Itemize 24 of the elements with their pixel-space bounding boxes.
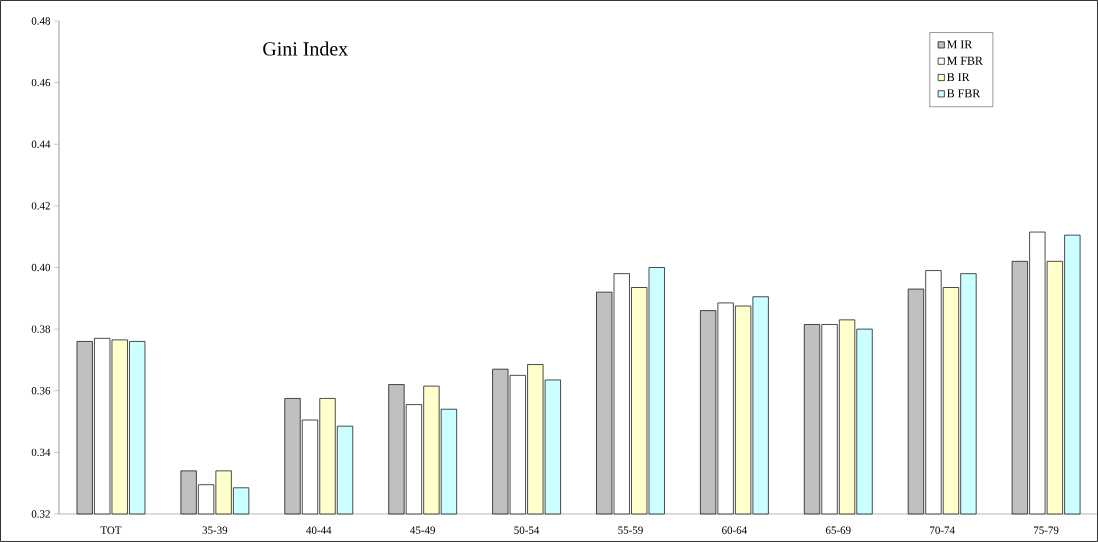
y-tick-label: 0.34 [31,448,51,457]
x-tick-label: 40-44 [306,526,332,534]
legend-label: M FBR [947,56,983,65]
x-tick-label: 45-49 [410,526,436,534]
y-tick-label: 0.42 [31,202,50,210]
text: Gini Index [263,41,348,56]
y-tick-label: 0.36 [31,387,51,395]
x-tick-label: 55-59 [618,526,643,534]
y-tick-label: 0.46 [31,78,51,87]
x-tick-label: 50-54 [514,526,540,534]
y-tick-label: 0.38 [31,325,51,333]
y-tick-label: 0.40 [31,263,51,272]
x-tick-label: 70-74 [930,526,955,534]
y-tick-label: 0.48 [31,17,51,25]
x-tick-label: 65-69 [825,526,851,534]
legend-label: B IR [947,73,970,81]
y-tick-label: 0.44 [31,140,51,148]
x-tick-label: 75-79 [1034,526,1059,534]
x-tick-label: 60-64 [722,526,748,534]
legend-label: B FBR [947,89,981,98]
y-tick-label: 0.32 [31,510,50,518]
x-tick-label: 35-39 [202,526,228,534]
x-tick-label: TOT [100,526,122,534]
legend-label: M IR [947,40,973,49]
